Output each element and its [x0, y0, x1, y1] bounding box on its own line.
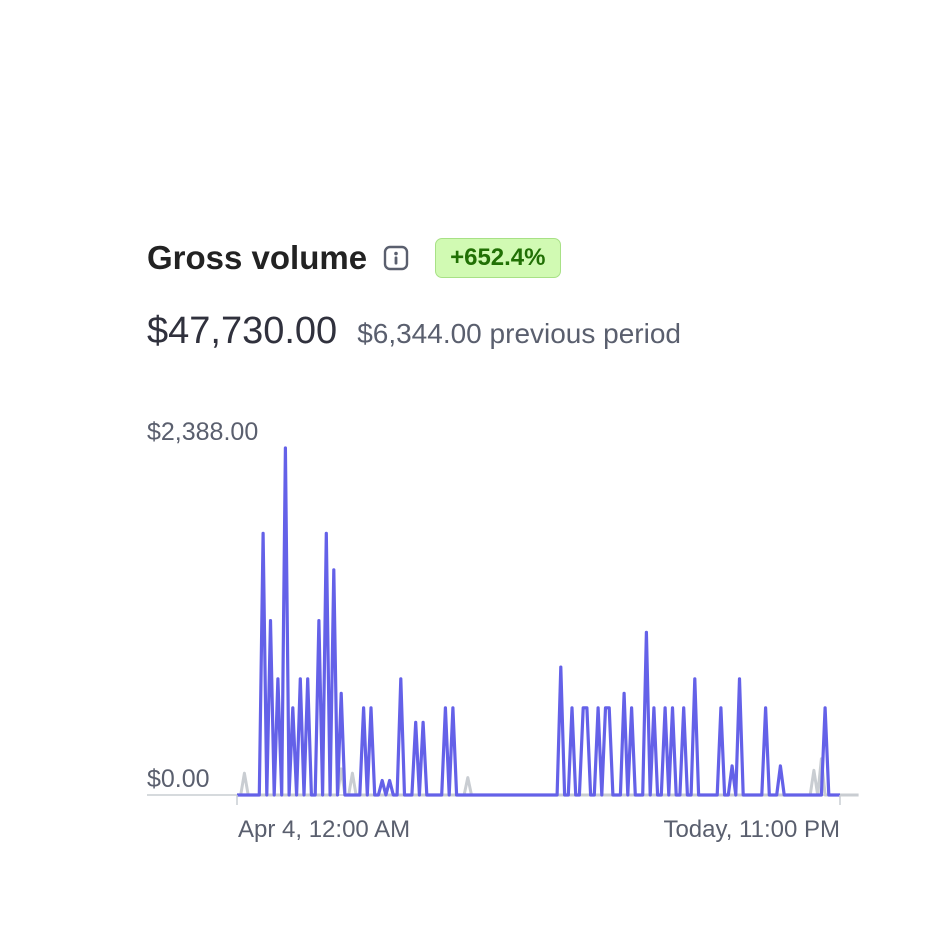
x-tick-label-start: Apr 4, 12:00 AM	[238, 816, 410, 843]
previous-period: $6,344.00 previous period	[357, 318, 681, 350]
title-row: Gross volume +652.4%	[147, 238, 561, 278]
previous-label: previous period	[489, 318, 681, 349]
previous-value: $6,344.00	[357, 318, 482, 349]
x-tick-label-end: Today, 11:00 PM	[663, 816, 840, 843]
current-value: $47,730.00	[147, 310, 338, 352]
chart-title: Gross volume	[147, 239, 368, 276]
info-icon[interactable]	[383, 245, 409, 271]
values-row: $47,730.00 $6,344.00 previous period	[147, 310, 681, 353]
current-period-line	[237, 446, 840, 797]
change-badge: +652.4%	[435, 238, 561, 278]
y-tick-label-max: $2,388.00	[147, 418, 258, 446]
chart-area: $2,388.00 $0.00 Apr 4, 12:00 AM Today, 11:0…	[0, 400, 950, 860]
y-tick-label-zero: $0.00	[147, 765, 210, 793]
volume-line-chart: $2,388.00 $0.00 Apr 4, 12:00 AM Today, 11:0…	[147, 418, 859, 843]
